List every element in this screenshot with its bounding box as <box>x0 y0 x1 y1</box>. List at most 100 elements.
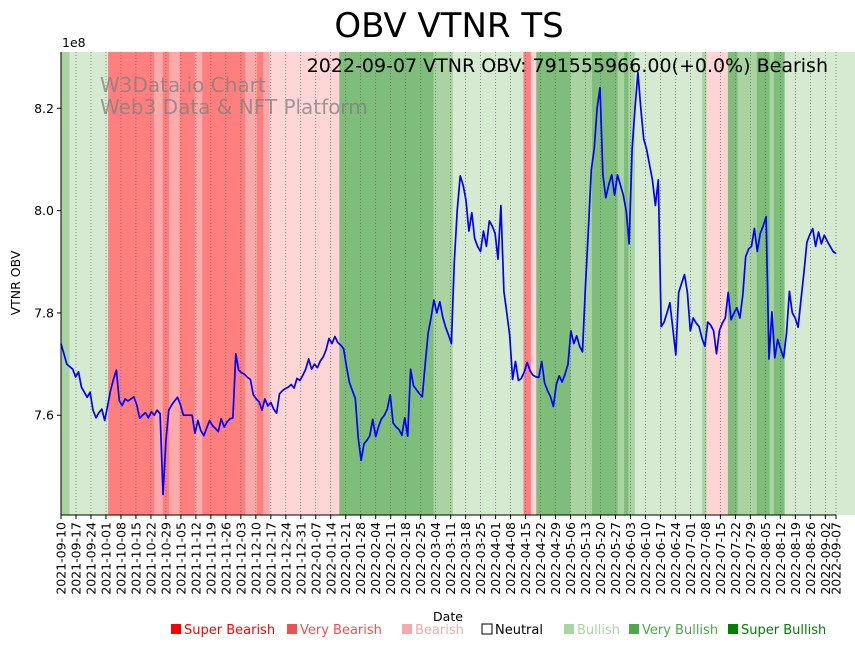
obv-series <box>60 71 837 496</box>
legend-swatch-very-bearish <box>287 624 297 634</box>
band-very-bullish <box>339 52 434 515</box>
regime-bands <box>61 52 855 515</box>
x-tick-label: 2021-10-29 <box>158 522 173 595</box>
band-very-bearish <box>194 52 203 515</box>
last-value-annotation: 2022-09-07 VTNR OBV: 791555966.00(+0.0%)… <box>307 55 828 77</box>
x-tick-label: 2022-07-22 <box>728 522 743 595</box>
band-very-bullish <box>756 52 771 515</box>
x-tick-label: 2021-12-03 <box>233 522 248 595</box>
x-axis-label: Date <box>433 609 463 624</box>
x-tick-label: 2022-05-06 <box>563 522 578 595</box>
legend-label-super-bullish: Super Bullish <box>741 623 826 638</box>
x-tick-label: 2022-09-02 <box>818 522 833 595</box>
x-tick-label: 2022-01-07 <box>308 522 323 595</box>
band-very-bullish <box>536 52 571 515</box>
y-ticks: 7.6 7.8 8.0 8.2 <box>34 101 61 423</box>
band-bullish <box>617 52 625 515</box>
band-neutral <box>69 52 109 515</box>
band-bullish <box>570 52 593 515</box>
x-tick-label: 2021-09-17 <box>68 522 83 595</box>
legend-swatch-super-bearish <box>171 624 181 634</box>
vertical-gridlines <box>60 52 837 515</box>
x-tick-label: 2021-11-19 <box>203 522 218 595</box>
x-tick-label: 2021-12-17 <box>263 522 278 595</box>
legend-label-super-bearish: Super Bearish <box>184 623 275 638</box>
band-very-bullish <box>727 52 738 515</box>
obv-line <box>60 71 837 496</box>
band-super-bearish <box>202 52 246 515</box>
y-tick-label: 8.2 <box>34 101 54 116</box>
x-tick-label: 2022-09-07 <box>829 522 844 595</box>
x-tick-label: 2022-02-18 <box>398 522 413 595</box>
axes <box>60 52 836 516</box>
band-bullish <box>737 52 758 515</box>
x-tick-label: 2022-05-27 <box>608 522 623 595</box>
x-tick-label: 2021-11-05 <box>173 522 188 595</box>
band-bullish <box>628 52 636 515</box>
band-very-bearish <box>263 52 271 515</box>
x-tick-label: 2021-10-15 <box>128 522 143 595</box>
x-tick-label: 2022-06-17 <box>653 522 668 595</box>
x-tick-label: 2022-04-22 <box>533 522 548 595</box>
x-tick-label: 2022-03-18 <box>458 522 473 595</box>
x-tick-label: 2021-12-10 <box>248 522 263 595</box>
y-multiplier-label: 1e8 <box>62 35 86 50</box>
band-very-bearish <box>245 52 258 515</box>
band-bearish <box>269 52 340 515</box>
y-axis-label: VTNR OBV <box>8 250 23 315</box>
band-bullish <box>433 52 454 515</box>
x-tick-label: 2022-06-03 <box>623 522 638 595</box>
legend-label-bearish: Bearish <box>415 623 464 638</box>
band-bearish <box>530 52 537 515</box>
x-tick-label: 2022-04-08 <box>503 522 518 595</box>
watermark: W3Data.io Chart Web3 Data & NFT Platform <box>100 73 368 119</box>
band-super-bearish <box>179 52 196 515</box>
x-tick-label: 2022-07-15 <box>713 522 728 595</box>
x-tick-label: 2022-08-19 <box>788 522 803 595</box>
x-tick-label: 2021-12-31 <box>293 522 308 595</box>
y-tick-label: 7.8 <box>34 305 54 320</box>
x-tick-label: 2021-10-01 <box>98 522 113 595</box>
legend-label-very-bearish: Very Bearish <box>300 623 382 638</box>
x-tick-label: 2022-04-01 <box>488 522 503 595</box>
x-tick-label: 2022-03-25 <box>473 522 488 595</box>
x-tick-label: 2022-08-05 <box>758 522 773 595</box>
x-tick-label: 2022-04-29 <box>548 522 563 595</box>
x-tick-label: 2022-02-11 <box>383 522 398 595</box>
y-tick-label: 8.0 <box>34 203 54 218</box>
legend-label-bullish: Bullish <box>577 623 620 638</box>
band-super-bearish <box>256 52 264 515</box>
band-super-bearish <box>108 52 155 515</box>
x-tick-label: 2022-02-25 <box>413 522 428 595</box>
x-tick-label: 2022-01-21 <box>338 522 353 595</box>
band-bullish <box>702 52 707 515</box>
x-tick-label: 2021-10-22 <box>143 522 158 595</box>
x-tick-label: 2022-07-08 <box>698 522 713 595</box>
band-bullish <box>61 52 70 515</box>
x-tick-label: 2022-04-15 <box>518 522 533 595</box>
band-very-bullish <box>773 52 786 515</box>
x-tick-label: 2022-03-04 <box>428 522 443 595</box>
legend-label-neutral: Neutral <box>495 623 543 638</box>
legend-swatch-super-bullish <box>728 624 738 634</box>
x-tick-label: 2021-11-12 <box>188 522 203 595</box>
x-tick-label: 2022-03-11 <box>443 522 458 595</box>
legend-swatch-very-bullish <box>629 624 639 634</box>
x-tick-label: 2022-02-04 <box>368 522 383 595</box>
band-very-bearish <box>154 52 164 515</box>
band-very-bullish <box>624 52 629 515</box>
x-tick-label: 2022-08-26 <box>803 522 818 595</box>
x-tick-label: 2022-01-28 <box>353 522 368 595</box>
x-tick-label: 2022-06-10 <box>638 522 653 595</box>
band-super-bearish <box>523 52 532 515</box>
x-tick-label: 2022-07-29 <box>743 522 758 595</box>
legend: Super Bearish Very Bearish Bearish Neutral B… <box>171 623 826 638</box>
band-neutral <box>452 52 524 515</box>
x-tick-label: 2022-05-13 <box>578 522 593 595</box>
legend-swatch-bullish <box>564 624 574 634</box>
x-tick-label: 2021-10-08 <box>113 522 128 595</box>
watermark-line-1: W3Data.io Chart <box>100 73 266 97</box>
x-tick-label: 2022-08-12 <box>773 522 788 595</box>
x-tick-label: 2022-05-20 <box>593 522 608 595</box>
